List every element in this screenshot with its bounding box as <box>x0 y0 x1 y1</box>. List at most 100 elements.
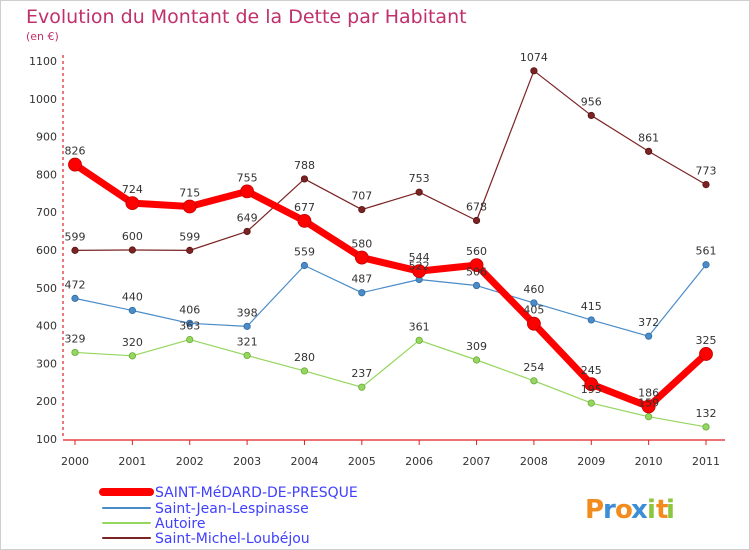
data-label: 1074 <box>520 51 548 64</box>
data-label: 321 <box>237 335 258 348</box>
data-label: 522 <box>409 259 430 272</box>
legend-label: Saint-Michel-Loubéjou <box>155 531 310 547</box>
data-point <box>243 351 251 360</box>
data-label: 372 <box>638 316 659 329</box>
data-point <box>587 316 595 324</box>
data-label: 559 <box>294 245 315 258</box>
y-tick-label: 500 <box>36 282 57 295</box>
series-line <box>74 264 707 337</box>
x-tick-label: 2007 <box>463 455 491 468</box>
series-line <box>74 70 707 251</box>
y-tick-label: 1100 <box>29 55 57 68</box>
chart-title: Evolution du Montant de la Dette par Hab… <box>26 6 467 28</box>
x-tick-label: 2002 <box>176 455 204 468</box>
data-label: 487 <box>351 273 372 286</box>
data-label: 406 <box>179 303 200 316</box>
legend-label: SAINT-MéDARD-DE-PRESQUE <box>155 485 358 501</box>
data-point <box>186 319 194 327</box>
data-label: 599 <box>179 230 200 243</box>
data-label: 245 <box>581 364 602 377</box>
data-point <box>125 196 140 211</box>
data-label: 325 <box>696 334 717 347</box>
data-label: 506 <box>466 266 487 279</box>
x-tick-label: 2001 <box>118 455 146 468</box>
data-point <box>243 322 251 330</box>
data-point <box>297 213 312 228</box>
data-point <box>587 111 595 120</box>
data-point <box>71 348 79 357</box>
data-point <box>240 184 254 199</box>
axes: 100 200 300 400 500 600 700 800 900 1000 1100 2000 2… <box>29 55 725 468</box>
data-label: 186 <box>638 386 659 399</box>
data-point <box>587 399 595 407</box>
data-label: 415 <box>581 300 602 313</box>
logo-letter: t <box>656 495 668 525</box>
x-tick-label: 2011 <box>692 455 720 468</box>
data-point <box>645 147 653 155</box>
logo-letter: r <box>603 495 616 525</box>
proxiti-logo: Pr ox i ti <box>585 495 675 525</box>
x-tick-label: 2010 <box>635 455 663 468</box>
data-label: 132 <box>696 407 717 420</box>
data-point <box>702 181 710 189</box>
data-point <box>358 383 366 391</box>
data-point <box>415 336 423 344</box>
data-point <box>472 281 481 290</box>
data-point <box>412 264 427 279</box>
data-label: 715 <box>179 187 200 200</box>
data-point <box>68 157 82 172</box>
data-point <box>530 377 538 385</box>
y-tick-label: 100 <box>36 433 57 446</box>
data-label: 753 <box>409 172 430 185</box>
series-line <box>71 161 710 410</box>
y-tick-label: 300 <box>36 357 57 370</box>
data-label: 600 <box>122 230 143 243</box>
data-point <box>527 316 541 331</box>
series-line <box>74 338 707 428</box>
data-label: 405 <box>523 304 544 317</box>
x-tick-label: 2004 <box>290 455 318 468</box>
y-tick-label: 800 <box>36 168 57 181</box>
data-point <box>300 367 309 375</box>
logo-letter: i <box>666 495 675 525</box>
data-point <box>645 413 653 421</box>
data-point <box>243 227 251 236</box>
data-point <box>584 377 599 392</box>
data-point <box>702 423 710 431</box>
data-label: 773 <box>696 165 717 178</box>
data-label: 755 <box>237 171 258 184</box>
data-point <box>699 347 713 361</box>
x-tick-label: 2009 <box>577 455 605 468</box>
x-tick-label: 2005 <box>348 455 376 468</box>
y-tick-label: 200 <box>36 395 57 408</box>
legend-label: Autoire <box>155 516 205 532</box>
x-tick-label: 2003 <box>233 455 261 468</box>
y-tick-label: 400 <box>36 320 57 333</box>
data-label: 599 <box>65 230 86 243</box>
data-point <box>472 216 481 225</box>
x-tick-label: 2008 <box>520 455 548 468</box>
y-tick-label: 900 <box>36 131 57 144</box>
data-label: 956 <box>581 95 602 108</box>
data-point <box>415 188 423 196</box>
data-point <box>358 205 366 214</box>
x-tick-label: 2000 <box>61 455 89 468</box>
series-layer <box>68 67 713 431</box>
data-point <box>300 261 309 270</box>
data-label: 361 <box>409 320 430 333</box>
data-point <box>530 299 538 307</box>
data-point <box>530 67 538 75</box>
data-label: 254 <box>523 361 544 374</box>
data-point <box>702 261 710 269</box>
data-label: 159 <box>638 397 659 410</box>
logo-letter: P <box>585 495 604 525</box>
data-label: 237 <box>351 367 372 380</box>
data-label: 724 <box>122 183 143 196</box>
data-point <box>182 199 197 214</box>
logo-letter: o <box>615 495 633 525</box>
data-label: 440 <box>122 290 143 303</box>
data-label: 678 <box>466 201 487 214</box>
data-label: 707 <box>351 190 372 203</box>
